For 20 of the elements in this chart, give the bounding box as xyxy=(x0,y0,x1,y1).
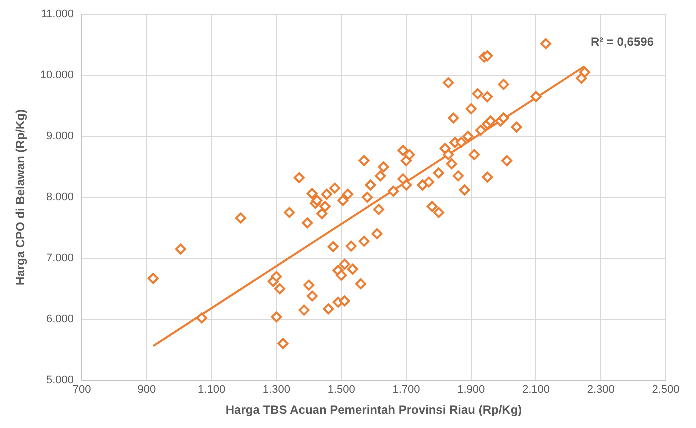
x-axis-title: Harga TBS Acuan Pemerintah Provinsi Riau (Rp/Kg) xyxy=(226,403,522,418)
x-tick-label: 2.300 xyxy=(587,384,615,396)
x-tick-label: 1.300 xyxy=(262,384,290,396)
y-tick-label: 11.000 xyxy=(41,8,74,21)
x-tick-label: 2.500 xyxy=(652,384,680,396)
x-tick-label: 1.900 xyxy=(458,384,486,396)
y-tick-label: 9.000 xyxy=(46,130,74,143)
x-tick-label: 1.500 xyxy=(328,384,356,396)
x-tick-label: 900 xyxy=(138,384,156,396)
x-tick-label: 1.700 xyxy=(392,384,420,396)
annotation: R² = 0,6596 xyxy=(590,34,654,49)
x-tick-label: 2.100 xyxy=(522,384,550,396)
x-tick-label: 700 xyxy=(72,384,92,396)
y-axis-title: Harga CPO di Belawan (Rp/Kg) xyxy=(14,109,28,286)
y-tick-label: 10.000 xyxy=(40,70,74,82)
y-tick-label: 5.000 xyxy=(46,374,74,386)
x-tick-label: 1.100 xyxy=(198,384,226,396)
y-tick-label: 8.000 xyxy=(46,192,74,204)
y-tick-label: 6.000 xyxy=(46,313,74,326)
y-tick-label: 7.000 xyxy=(46,252,74,264)
